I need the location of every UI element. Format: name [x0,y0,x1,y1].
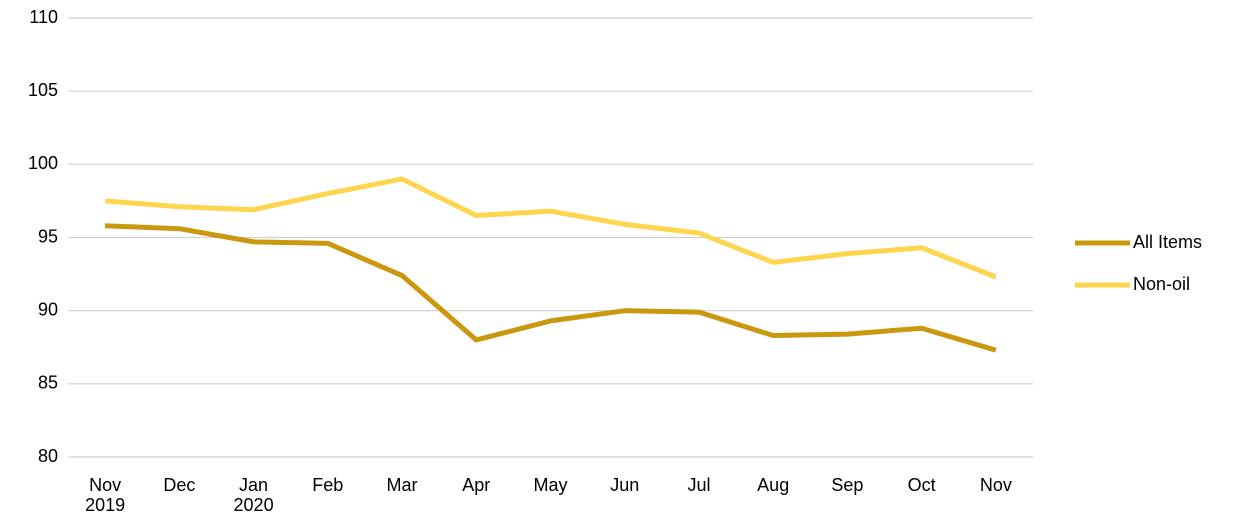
x-tick-label: Apr [462,475,491,495]
y-tick-label: 100 [28,153,58,173]
y-tick-label: 80 [38,446,58,466]
y-tick-label: 85 [38,373,58,393]
x-tick-label: Nov [979,475,1012,495]
x-tick-label: Nov 2019 [85,475,126,515]
x-tick-label: May [533,475,568,495]
legend-label: All Items [1133,232,1202,252]
x-tick-label: Oct [907,475,936,495]
x-tick-label: Dec [163,475,196,495]
y-tick-label: 95 [38,226,58,246]
x-tick-label: Jul [687,475,711,495]
legend-label: Non-oil [1133,274,1190,294]
series-line [105,223,997,353]
x-tick-label: Sep [831,475,864,495]
y-tick-label: 90 [38,299,58,319]
x-tick-label: Jan 2020 [233,475,274,515]
x-tick-label: Jun [610,475,640,495]
y-tick-label: 110 [29,7,58,27]
x-tick-label: Feb [312,475,344,495]
x-tick-label: Aug [757,475,790,495]
series-line [104,176,997,280]
x-tick-label: Mar [386,475,418,495]
y-tick-label: 105 [28,80,58,100]
